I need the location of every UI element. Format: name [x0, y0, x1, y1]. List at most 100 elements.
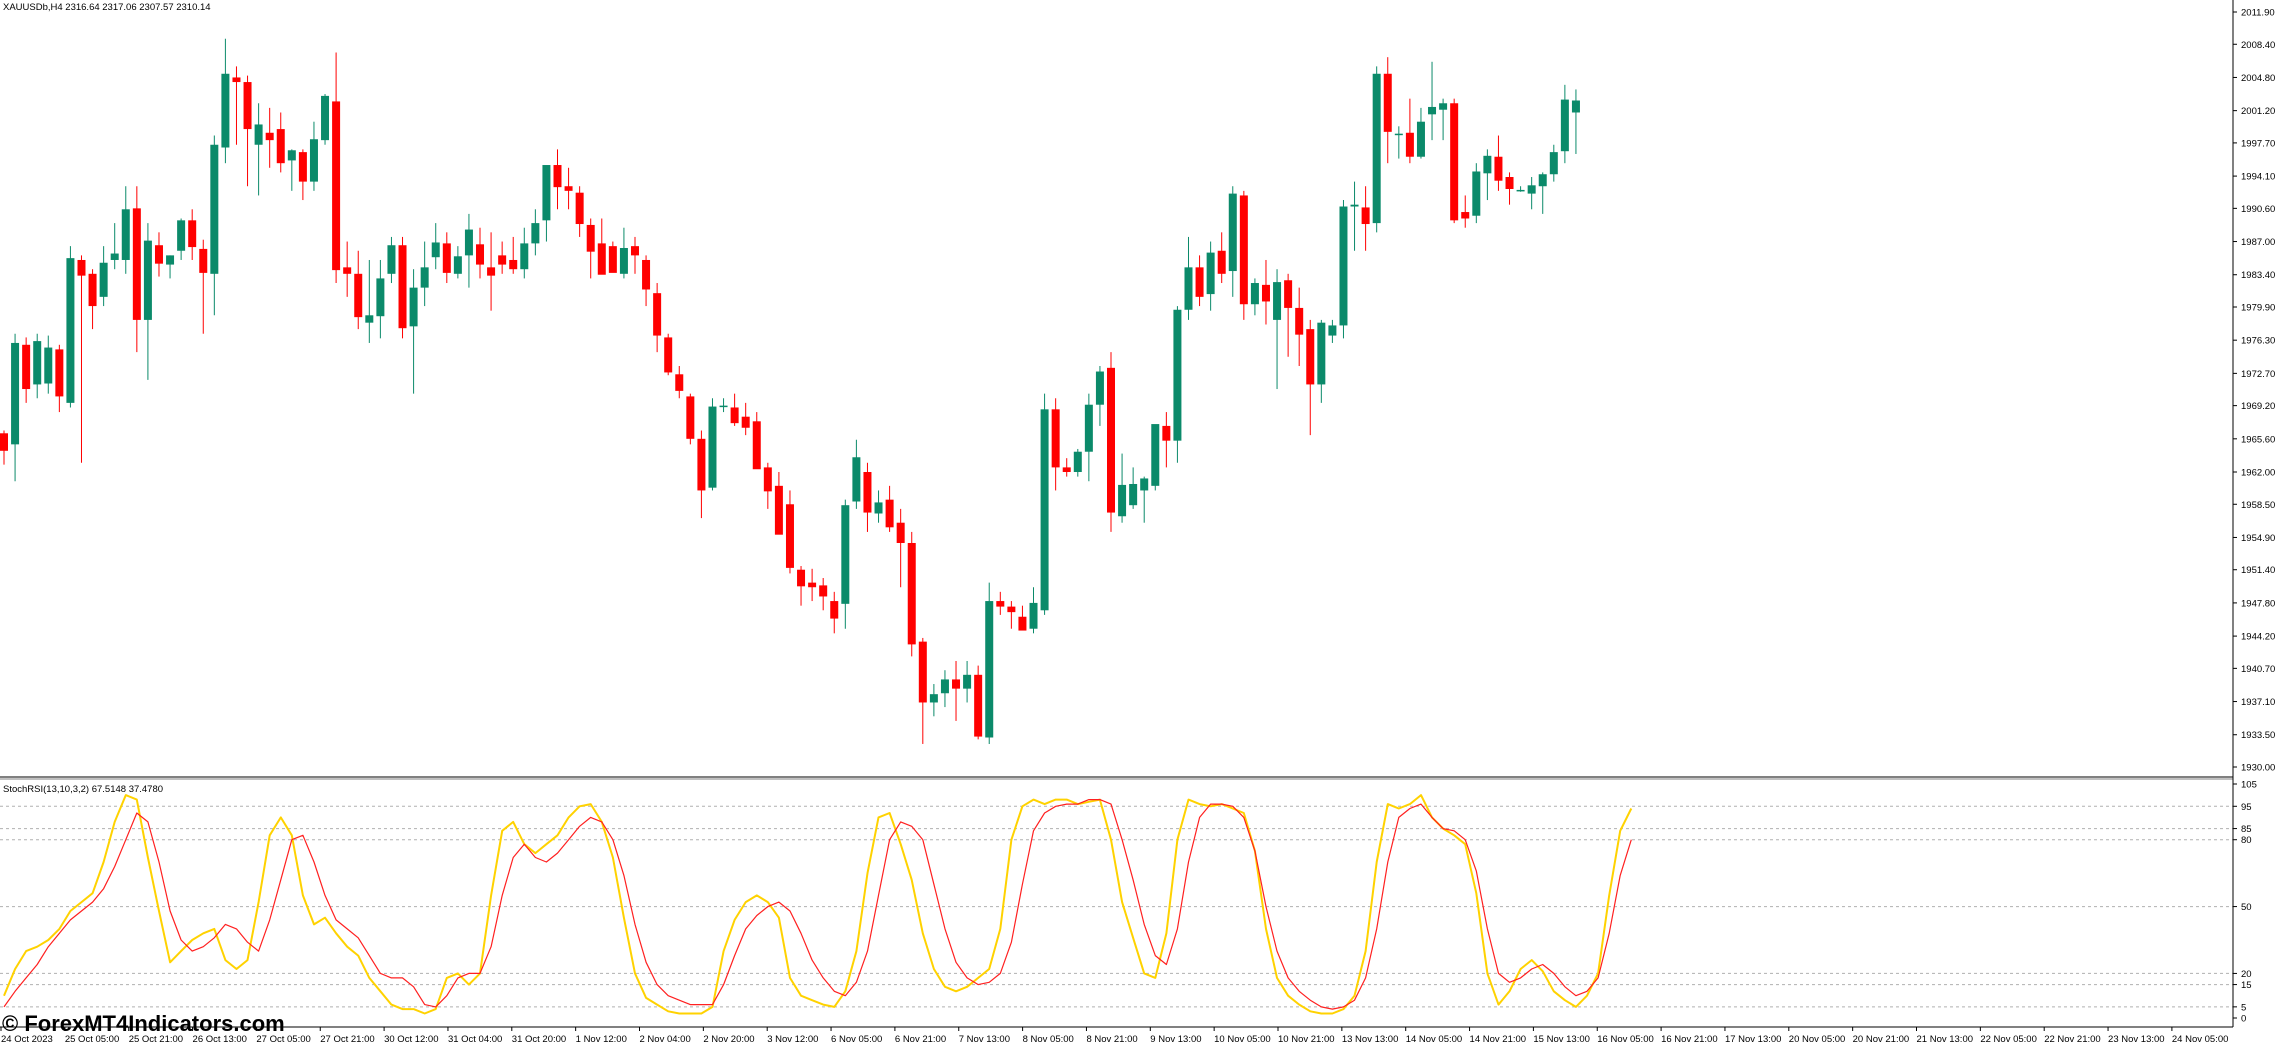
candle-body — [586, 224, 595, 252]
candle-body — [808, 582, 817, 588]
candle — [1505, 172, 1514, 205]
candle-body — [608, 246, 617, 273]
candle — [66, 246, 75, 408]
time-axis-label: 16 Nov 05:00 — [1597, 1034, 1654, 1045]
candle-body — [33, 341, 42, 385]
candle-body — [44, 347, 53, 384]
candle-body — [1040, 409, 1049, 611]
candle-body — [1383, 73, 1392, 132]
price-axis-label: 1933.50 — [2241, 730, 2275, 741]
price-axis-label: 1958.50 — [2241, 500, 2275, 511]
candle — [963, 660, 972, 703]
candle — [1383, 57, 1392, 164]
price-axis-label: 1954.90 — [2241, 533, 2275, 544]
candle — [1317, 319, 1326, 403]
candle — [553, 149, 562, 210]
candle — [1472, 163, 1481, 224]
time-axis-label: 8 Nov 05:00 — [1023, 1034, 1074, 1045]
candle-body — [719, 405, 728, 408]
candle-body — [110, 253, 119, 260]
candle-body — [553, 165, 562, 188]
candle — [1328, 319, 1337, 343]
candle — [1350, 181, 1359, 251]
candle-body — [442, 243, 451, 273]
candle-body — [1295, 307, 1304, 335]
candle — [1162, 412, 1171, 468]
time-axis-label: 22 Nov 21:00 — [2044, 1034, 2101, 1045]
time-axis-label: 6 Nov 05:00 — [831, 1034, 882, 1045]
candle-body — [1416, 121, 1425, 157]
time-axis-label: 31 Oct 04:00 — [448, 1034, 502, 1045]
candle — [542, 165, 551, 242]
candle-body — [365, 315, 374, 323]
candle-body — [199, 248, 208, 273]
candle-body — [121, 209, 130, 260]
candle — [177, 218, 186, 260]
candle-body — [1571, 100, 1580, 113]
candle — [642, 255, 651, 307]
candle — [143, 223, 152, 380]
candle-body — [332, 101, 341, 271]
candle — [1151, 424, 1160, 491]
candle-body — [686, 396, 695, 439]
candle-body — [619, 247, 628, 274]
candle — [365, 259, 374, 343]
candle — [409, 269, 418, 394]
candle — [420, 241, 429, 307]
candle-body — [597, 243, 606, 275]
price-axis-label: 1997.70 — [2241, 138, 2275, 149]
time-axis-label: 8 Nov 21:00 — [1086, 1034, 1137, 1045]
candle-body — [1560, 99, 1569, 152]
candle-body — [77, 259, 86, 276]
price-axis-label: 1972.70 — [2241, 369, 2275, 380]
candle-body — [642, 259, 651, 290]
candle-body — [88, 273, 97, 307]
candle — [44, 335, 53, 394]
candle — [77, 255, 86, 463]
candle — [1571, 89, 1580, 154]
candle — [1494, 135, 1503, 191]
candle — [1062, 458, 1071, 477]
candle — [1428, 61, 1437, 141]
candle — [376, 259, 385, 339]
indicator-axis-label: 50 — [2241, 902, 2252, 913]
candle — [841, 499, 850, 629]
candle-body — [1549, 152, 1558, 175]
candle-body — [132, 208, 141, 320]
candle — [1273, 269, 1282, 390]
indicator-axis-label: 95 — [2241, 802, 2252, 813]
candle — [1439, 98, 1448, 141]
candle-body — [907, 542, 916, 645]
candle-body — [1118, 484, 1127, 517]
time-axis-label: 20 Nov 21:00 — [1853, 1034, 1910, 1045]
candle — [1095, 365, 1104, 426]
candle-body — [1062, 467, 1071, 473]
candle-body — [1007, 606, 1016, 613]
candle-body — [476, 244, 485, 265]
candle-body — [1339, 206, 1348, 326]
candle-body — [1140, 478, 1149, 491]
candle-body — [963, 674, 972, 689]
indicator-axis-label: 5 — [2241, 1002, 2246, 1013]
candle — [531, 209, 540, 256]
candle-body — [309, 139, 318, 182]
candle-body — [1095, 371, 1104, 405]
candle — [597, 218, 606, 275]
candle-body — [542, 165, 551, 221]
candle — [498, 241, 507, 274]
time-axis-label: 1 Nov 12:00 — [576, 1034, 627, 1045]
candle-body — [774, 485, 783, 535]
candle-body — [66, 258, 75, 403]
candle — [1195, 255, 1204, 307]
candle — [785, 490, 794, 574]
candle — [1416, 107, 1425, 159]
candle — [985, 582, 994, 744]
candle-body — [1428, 106, 1437, 115]
candle-body — [298, 152, 307, 182]
candle-body — [1051, 409, 1060, 468]
candle — [99, 246, 108, 307]
candle-body — [99, 262, 108, 297]
candle — [830, 591, 839, 634]
candle — [1073, 448, 1082, 477]
